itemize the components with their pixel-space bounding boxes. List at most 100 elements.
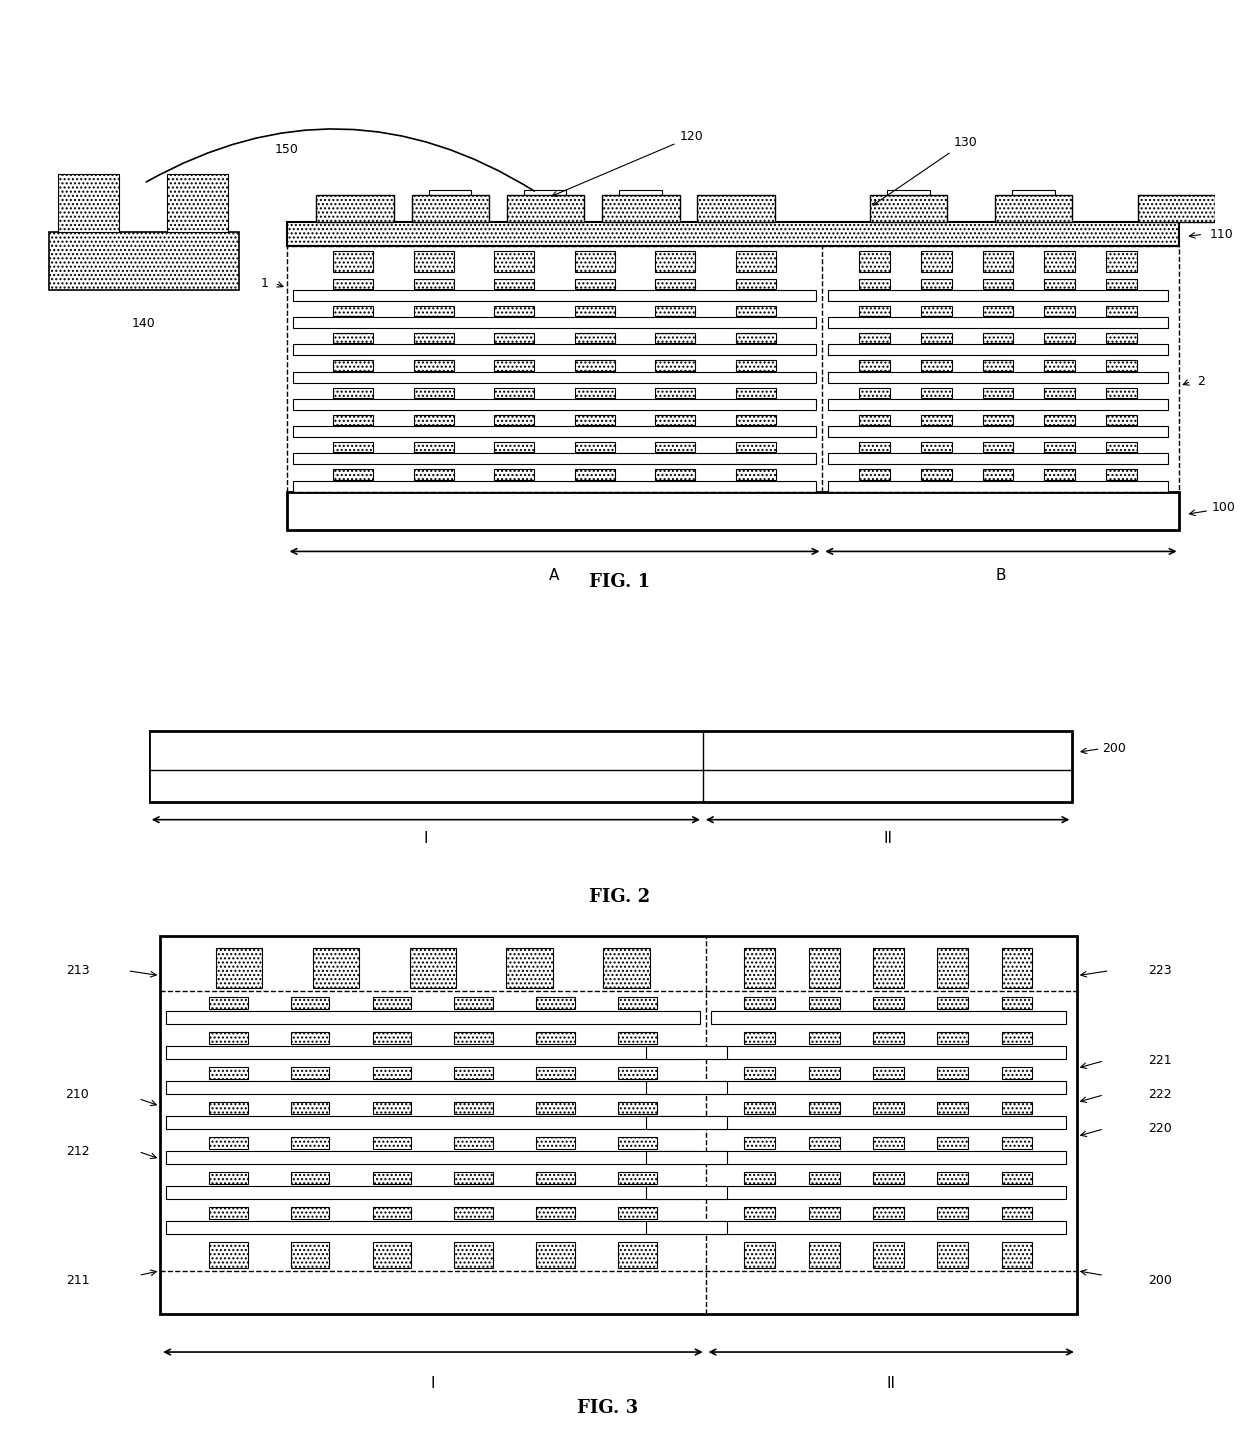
Bar <box>921 305 951 317</box>
Text: 210: 210 <box>66 1088 89 1102</box>
Bar <box>372 1032 412 1045</box>
Bar <box>1002 1102 1033 1115</box>
Bar <box>735 332 775 344</box>
Text: 211: 211 <box>66 1274 89 1287</box>
Bar <box>808 1172 839 1184</box>
Bar <box>166 1010 701 1025</box>
Bar <box>507 195 584 222</box>
Bar <box>619 1172 657 1184</box>
Bar <box>982 305 1013 317</box>
Bar <box>575 278 615 289</box>
Bar <box>286 492 1179 530</box>
Bar <box>808 1241 839 1268</box>
Bar <box>1012 191 1054 205</box>
Text: I: I <box>430 1376 435 1390</box>
Bar <box>646 1151 728 1164</box>
Bar <box>859 469 890 480</box>
Bar <box>1106 360 1137 371</box>
Text: 1: 1 <box>260 277 269 289</box>
Bar <box>1106 469 1137 480</box>
Bar <box>656 305 696 317</box>
Bar <box>711 1185 1066 1199</box>
Text: 100: 100 <box>1211 502 1235 514</box>
Bar <box>575 441 615 453</box>
Bar <box>71 181 107 201</box>
Bar <box>937 949 968 989</box>
Bar <box>656 387 696 398</box>
Bar <box>735 441 775 453</box>
Bar <box>414 469 454 480</box>
Bar <box>937 997 968 1009</box>
Bar <box>859 414 890 426</box>
Bar <box>293 480 816 492</box>
Text: FIG. 1: FIG. 1 <box>589 573 651 592</box>
Bar <box>414 441 454 453</box>
Bar <box>828 453 1168 464</box>
Bar <box>744 1032 775 1045</box>
Bar <box>312 949 360 989</box>
Bar <box>994 195 1073 222</box>
Bar <box>859 360 890 371</box>
Bar <box>859 441 890 453</box>
Bar <box>293 289 816 301</box>
Bar <box>808 997 839 1009</box>
Bar <box>575 387 615 398</box>
Bar <box>166 1185 701 1199</box>
Bar <box>619 1066 657 1079</box>
Bar <box>429 191 471 205</box>
Bar <box>859 251 890 272</box>
Bar <box>656 441 696 453</box>
Bar <box>575 332 615 344</box>
Bar <box>414 305 454 317</box>
Bar <box>537 1102 575 1115</box>
Bar <box>537 997 575 1009</box>
Bar <box>575 469 615 480</box>
Bar <box>290 1241 330 1268</box>
Bar <box>619 1032 657 1045</box>
Bar <box>735 251 775 272</box>
Bar <box>859 278 890 289</box>
Bar <box>828 426 1168 437</box>
Bar <box>646 1116 728 1129</box>
Bar <box>495 278 534 289</box>
Bar <box>808 1136 839 1149</box>
Bar <box>808 1102 839 1115</box>
Bar <box>316 195 394 222</box>
Bar <box>735 414 775 426</box>
Bar <box>859 332 890 344</box>
Bar <box>409 949 456 989</box>
Bar <box>166 175 228 232</box>
Bar <box>873 1207 904 1219</box>
Bar <box>372 1172 412 1184</box>
Bar <box>372 1241 412 1268</box>
Bar <box>372 1066 412 1079</box>
Bar <box>982 441 1013 453</box>
Bar <box>619 1207 657 1219</box>
Bar <box>937 1066 968 1079</box>
Bar <box>697 195 775 222</box>
Bar <box>575 414 615 426</box>
Bar <box>735 305 775 317</box>
Bar <box>1044 278 1075 289</box>
Bar <box>1106 305 1137 317</box>
Bar <box>937 1032 968 1045</box>
Bar <box>208 1032 248 1045</box>
Text: II: II <box>883 831 892 845</box>
Bar <box>656 278 696 289</box>
Text: II: II <box>887 1376 895 1390</box>
Bar <box>1106 278 1137 289</box>
Text: 222: 222 <box>1148 1088 1172 1102</box>
Text: 200: 200 <box>1102 741 1126 755</box>
Text: 200: 200 <box>1148 1274 1172 1287</box>
Bar <box>334 332 373 344</box>
Bar <box>873 1032 904 1045</box>
Bar <box>873 1136 904 1149</box>
Bar <box>334 414 373 426</box>
Bar <box>1044 469 1075 480</box>
Bar <box>744 1066 775 1079</box>
Bar <box>575 360 615 371</box>
Bar <box>921 360 951 371</box>
Bar <box>646 1221 728 1234</box>
Text: 150: 150 <box>275 143 299 156</box>
Bar <box>1106 251 1137 272</box>
